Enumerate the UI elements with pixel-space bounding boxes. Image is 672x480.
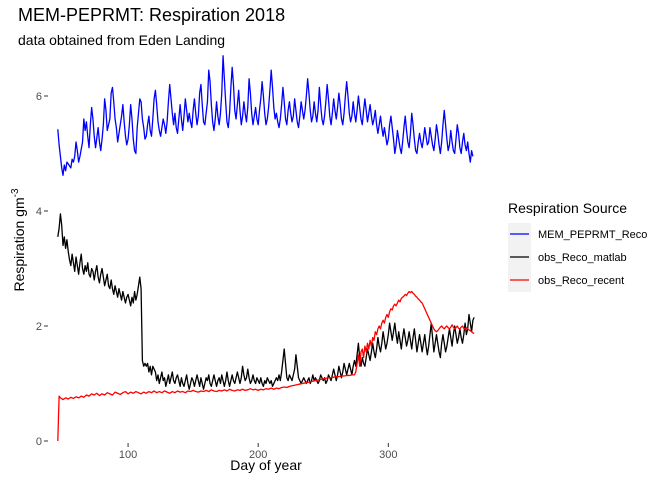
legend-label-mem-peprmt-reco: MEM_PEPRMT_Reco — [538, 229, 647, 241]
legend-title: Respiration Source — [508, 200, 627, 216]
x-tick-label: 100 — [119, 449, 137, 461]
series-layer — [57, 55, 475, 442]
chart-subtitle: data obtained from Eden Landing — [18, 32, 225, 48]
y-tick-label: 6 — [36, 91, 42, 103]
y-tick-label: 0 — [36, 436, 42, 448]
series-line-obs-reco-recent — [57, 290, 475, 442]
legend: Respiration Source MEM_PEPRMT_Reco obs_Re… — [508, 200, 647, 292]
x-tick-label: 300 — [379, 449, 397, 461]
y-axis-title-superscript: -3 — [10, 188, 21, 197]
legend-entries: MEM_PEPRMT_Reco obs_Reco_matlab obs_Reco_r… — [508, 223, 647, 292]
y-tick-label: 4 — [36, 206, 42, 218]
legend-label-obs-reco-matlab: obs_Reco_matlab — [538, 252, 627, 264]
x-tick-label: 200 — [249, 449, 267, 461]
y-axis-title-text: Respiration gm — [11, 197, 27, 291]
legend-label-obs-reco-recent: obs_Reco_recent — [538, 275, 624, 287]
y-axis-title-group: Respiration gm-3 — [10, 188, 27, 291]
y-axis-title: Respiration gm-3 — [10, 188, 27, 291]
y-axis: 0 2 4 6 — [36, 91, 48, 448]
x-axis: 100 200 300 — [119, 443, 397, 461]
plot-area: 0 2 4 6 100 200 300 — [36, 55, 475, 461]
x-axis-title: Day of year — [230, 457, 302, 473]
y-tick-label: 2 — [36, 321, 42, 333]
chart-title: MEM-PEPRMT: Respiration 2018 — [18, 5, 285, 25]
series-line-mem-peprmt-reco — [57, 55, 474, 176]
series-line-obs-reco-matlab — [57, 213, 475, 390]
